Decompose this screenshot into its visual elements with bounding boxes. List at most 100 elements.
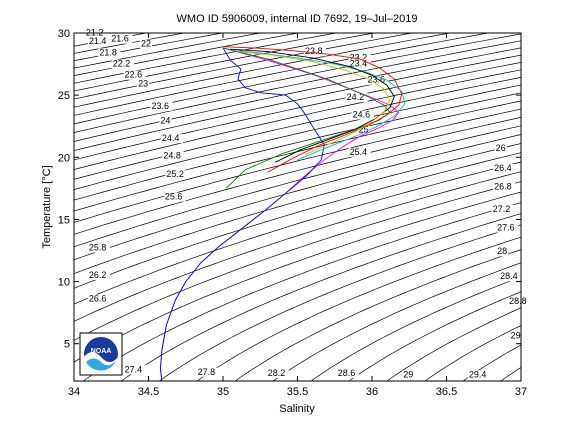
density-contour-33 (196, 236, 521, 381)
contour-label-bg (163, 192, 186, 202)
contour-label: 24.8 (163, 151, 181, 161)
profile-line-2 (222, 47, 391, 189)
profile-line-3 (222, 46, 403, 173)
contour-label-bg (366, 75, 389, 85)
contour-label: 26 (496, 143, 506, 153)
contour-label: 25.6 (165, 192, 183, 202)
contour-label: 25.2 (166, 169, 184, 179)
density-contour-27 (74, 171, 521, 322)
density-contour-20 (74, 108, 521, 223)
x-tick-label: 35 (217, 386, 229, 398)
contour-label: 24.6 (353, 110, 371, 120)
contour-label: 23 (138, 78, 148, 88)
y-tick-label: 30 (58, 28, 70, 40)
contour-label-bg (348, 147, 371, 157)
contour-label-bg (467, 370, 490, 380)
noaa-logo-text: NOAA (91, 348, 112, 355)
contour-label-bg (87, 243, 110, 253)
contour-label: 27.8 (198, 367, 216, 377)
density-contour-13 (74, 54, 521, 151)
density-contour-39 (424, 325, 521, 381)
density-contour-6 (74, 33, 376, 92)
density-contour-22 (74, 125, 521, 248)
contour-label: 24.4 (162, 133, 180, 143)
contour-label: 29 (511, 331, 521, 341)
density-contour-10 (74, 33, 521, 125)
density-contour-30 (82, 202, 521, 381)
contour-label-bg (348, 53, 371, 63)
profile-lines (159, 46, 406, 381)
profile-line-5 (230, 48, 395, 163)
contour-label-bg (123, 365, 146, 375)
contour-label-bg (348, 59, 371, 69)
x-axis-label: Salinity (279, 403, 315, 415)
contour-label-bg (351, 110, 374, 120)
contour-label-bg (508, 296, 531, 306)
contour-label: 22.6 (125, 70, 143, 80)
contour-label: 22.2 (113, 59, 131, 69)
contour-label: 28.6 (338, 368, 356, 378)
density-contour-12 (74, 47, 521, 142)
density-contour-21 (74, 116, 521, 235)
y-tick-label: 10 (58, 277, 70, 289)
density-contour-14 (74, 62, 521, 161)
contour-label: 27.6 (497, 223, 515, 233)
density-contour-labels: 21.221.4 21.6 21.8 22 22.222.623 23.6 24 24.4 24… (84, 27, 531, 380)
contour-label: 25.8 (89, 243, 107, 253)
contour-label: 26.4 (494, 163, 512, 173)
profile-line-4 (230, 49, 406, 161)
contour-label: 21.8 (99, 47, 117, 57)
contour-label-bg (491, 204, 514, 214)
contour-label: 25 (359, 124, 369, 134)
density-contour-11 (74, 40, 521, 133)
contour-label: 23.6 (368, 75, 386, 85)
contour-label: 29.4 (469, 369, 487, 379)
density-contour-25 (74, 152, 521, 289)
contour-label-bg (137, 79, 150, 89)
contour-label-bg (159, 116, 172, 126)
y-axis-label: Temperature [°C] (41, 165, 53, 248)
x-tick-label: 34.5 (138, 386, 159, 398)
density-contour-32 (158, 224, 521, 381)
density-contour-38 (386, 307, 521, 381)
contour-label-bg (150, 101, 173, 111)
density-contour-36 (310, 276, 521, 381)
contour-label: 24 (160, 116, 170, 126)
contour-label-bg (160, 134, 183, 144)
contour-label: 28.8 (509, 296, 527, 306)
contour-label-bg (496, 247, 509, 257)
contour-label-bg (496, 223, 519, 233)
density-contour-24 (74, 143, 521, 275)
contour-label: 26.6 (89, 293, 107, 303)
contour-label: 28 (497, 246, 507, 256)
contour-label-bg (493, 182, 516, 192)
contour-label: 26.8 (494, 182, 512, 192)
y-tick-label: 5 (64, 339, 70, 351)
x-axis-ticks: 34 34.5 35 35.5 36 36.5 37 (68, 33, 527, 398)
profile-line-1 (159, 47, 325, 381)
noaa-logo: NOAA (79, 332, 123, 376)
contour-label: 23.8 (305, 46, 323, 56)
x-tick-label: 35.5 (287, 386, 308, 398)
contour-label: 23.4 (350, 59, 368, 69)
contour-label-bg (494, 144, 507, 154)
x-tick-label: 36 (366, 386, 378, 398)
contour-label-bg (123, 70, 146, 80)
contour-label-bg (345, 93, 368, 103)
contour-label: 21.6 (111, 34, 129, 44)
contour-label: 23.2 (350, 52, 368, 62)
contour-label: 28.4 (500, 271, 518, 281)
contour-label-bg (402, 370, 415, 380)
y-axis-ticks: 5 10 15 20 25 30 (58, 28, 521, 351)
contour-label-bg (87, 270, 110, 280)
x-tick-label: 34 (68, 386, 80, 398)
x-tick-label: 37 (515, 386, 527, 398)
contour-label-bg (98, 48, 121, 58)
contour-label: 24.2 (347, 92, 365, 102)
density-contour-16 (74, 76, 521, 180)
contour-label: 27.4 (125, 364, 143, 374)
plot-area (74, 33, 521, 381)
density-contour-34 (234, 249, 521, 381)
y-tick-label: 15 (58, 214, 70, 226)
